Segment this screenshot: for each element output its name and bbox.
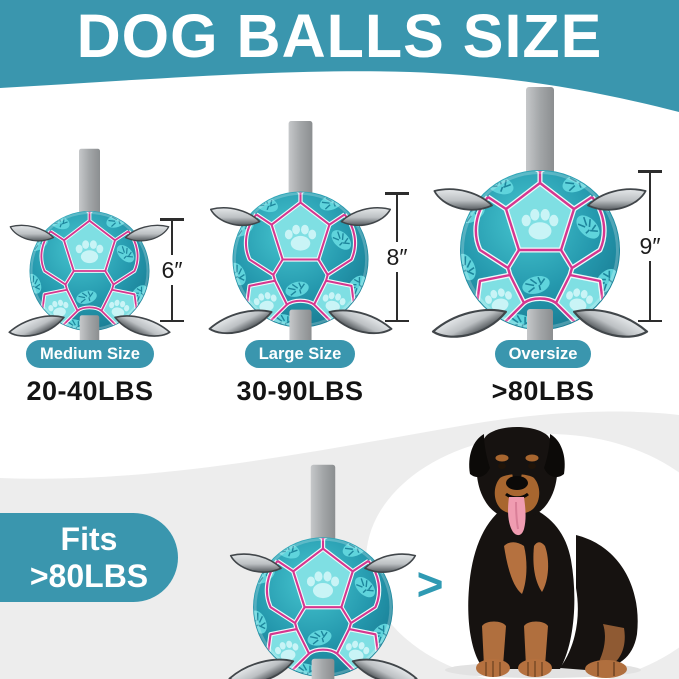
ball-oversize-illustration: [410, 85, 670, 355]
measure-line: [396, 272, 398, 320]
measurement-medium: 6″: [154, 218, 190, 322]
fits-badge-line1: Fits: [60, 520, 118, 557]
diameter-label-oversize: 9″: [639, 233, 661, 259]
greater-than-symbol: >: [416, 558, 444, 610]
measure-cap-top: [385, 192, 409, 195]
page-title: DOG BALLS SIZE: [76, 2, 603, 70]
measure-cap-bottom: [160, 319, 184, 322]
ball-large-illustration: [190, 119, 411, 349]
measurement-oversize: 9″: [632, 170, 668, 322]
size-column-large: Large Size 30-90LBS: [205, 340, 395, 407]
diameter-label-large: 8″: [386, 244, 408, 270]
weight-range-oversize: >80LBS: [491, 376, 595, 406]
measure-cap-bottom: [385, 319, 409, 322]
measurement-large: 8″: [379, 192, 415, 322]
diameter-label-medium: 6″: [161, 257, 183, 283]
size-pill-medium: Medium Size: [26, 340, 154, 368]
measure-cap-top: [160, 218, 184, 221]
header-banner-wave: [0, 0, 679, 112]
size-pill-large: Large Size: [244, 340, 356, 368]
ball-bottom-illustration: [209, 463, 437, 679]
measure-line: [396, 194, 398, 242]
size-column-oversize: Oversize >80LBS: [448, 340, 638, 407]
size-pill-oversize: Oversize: [494, 340, 592, 368]
fits-badge-line2: >80LBS: [29, 557, 149, 594]
measure-line: [649, 172, 651, 231]
weight-range-large: 30-90LBS: [236, 376, 364, 406]
measure-cap-top: [638, 170, 662, 173]
measure-line: [649, 261, 651, 320]
fits-badge: Fits >80LBS: [0, 513, 178, 602]
measure-line: [171, 285, 173, 320]
size-column-medium: Medium Size 20-40LBS: [0, 340, 185, 407]
measure-line: [171, 220, 173, 255]
rottweiler-dog-image: [445, 427, 641, 678]
measure-cap-bottom: [638, 319, 662, 322]
weight-range-medium: 20-40LBS: [26, 376, 154, 406]
